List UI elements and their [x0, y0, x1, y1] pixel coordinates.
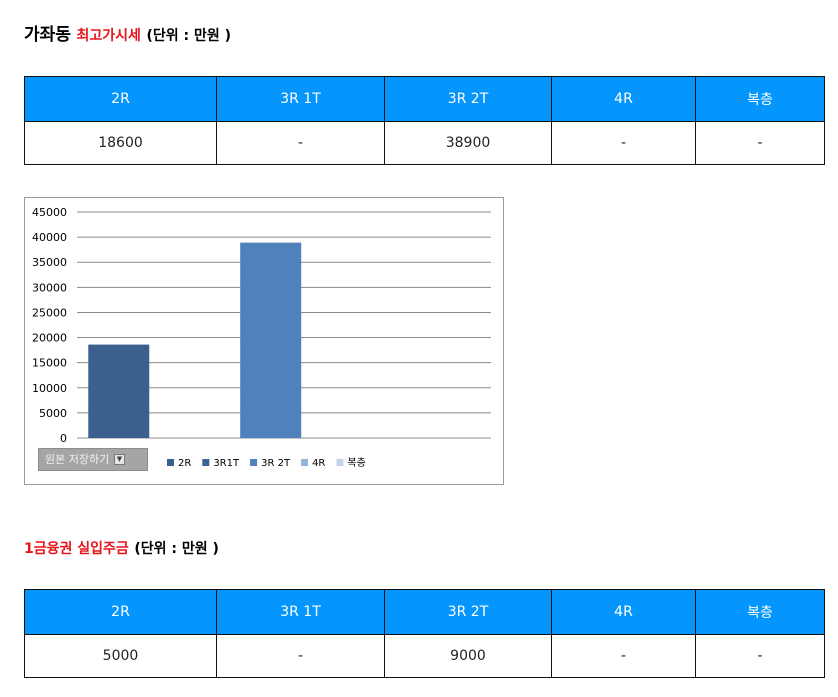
y-tick-label: 15000 — [32, 357, 67, 370]
legend-swatch — [336, 459, 344, 466]
y-tick-label: 10000 — [32, 382, 67, 395]
chevron-down-icon[interactable]: ▼ — [114, 454, 125, 465]
value-cell: - — [695, 121, 825, 165]
legend-label: 4R — [312, 458, 325, 469]
legend-swatch — [250, 459, 258, 466]
header-cell: 복층 — [695, 76, 825, 122]
value-cell: 9000 — [384, 634, 552, 678]
header-cell: 2R — [24, 589, 217, 635]
header-cell: 4R — [551, 76, 696, 122]
page-title: 가좌동 최고가시세 (단위 : 만원 ) — [24, 20, 231, 45]
max-price-table: 2R 3R 1T 3R 2T 4R 복층 18600 - 38900 - - — [24, 76, 825, 165]
legend-label: 3R1T — [213, 458, 240, 469]
table-row: 5000 - 9000 - - — [24, 634, 825, 678]
y-tick-label: 20000 — [32, 332, 67, 345]
legend-label: 복층 — [347, 457, 365, 469]
value-cell: - — [695, 634, 825, 678]
unit-label: (단위 : 만원 ) — [134, 541, 219, 557]
value-cell: - — [216, 121, 385, 165]
bar-3R 2T — [240, 242, 302, 438]
price-chart: 0 5000 10000 15000 20000 25000 30000 35000 40000… — [24, 197, 504, 485]
value-cell: - — [216, 634, 385, 678]
bar-2R — [88, 344, 150, 438]
value-cell: 18600 — [24, 121, 217, 165]
value-cell: - — [551, 634, 696, 678]
table-row: 18600 - 38900 - - — [24, 121, 825, 165]
y-tick-label: 25000 — [32, 306, 67, 319]
legend-swatch — [301, 459, 309, 466]
header-cell: 3R 1T — [216, 76, 385, 122]
value-cell: 38900 — [384, 121, 552, 165]
y-tick-label: 0 — [60, 432, 67, 445]
legend-swatch — [202, 459, 210, 466]
loan-title: 1금융권 실입주금 — [24, 541, 129, 557]
table-header-row: 2R 3R 1T 3R 2T 4R 복층 — [24, 76, 825, 122]
district-name: 가좌동 — [24, 25, 71, 45]
move-in-cost-table: 2R 3R 1T 3R 2T 4R 복층 5000 - 9000 - - — [24, 589, 825, 678]
value-cell: 5000 — [24, 634, 217, 678]
save-original-button[interactable]: 원본 저장하기 ▼ — [38, 448, 148, 471]
header-cell: 3R 2T — [384, 589, 552, 635]
y-tick-label: 40000 — [32, 231, 67, 244]
bar-chart-svg: 0 5000 10000 15000 20000 25000 30000 35000 40000… — [32, 206, 491, 469]
y-tick-label: 45000 — [32, 206, 67, 219]
y-tick-label: 30000 — [32, 281, 67, 294]
legend-swatch — [167, 459, 174, 466]
table-header-row: 2R 3R 1T 3R 2T 4R 복층 — [24, 589, 825, 635]
unit-label: (단위 : 만원 ) — [146, 28, 232, 44]
header-cell: 4R — [551, 589, 696, 635]
header-cell: 복층 — [695, 589, 825, 635]
legend-label: 2R — [178, 458, 191, 469]
section-title: 1금융권 실입주금 (단위 : 만원 ) — [24, 538, 219, 558]
price-type-label: 최고가시세 — [76, 28, 141, 44]
y-tick-label: 5000 — [39, 407, 67, 420]
value-cell: - — [551, 121, 696, 165]
header-cell: 3R 1T — [216, 589, 385, 635]
y-tick-label: 35000 — [32, 256, 67, 269]
header-cell: 3R 2T — [384, 76, 552, 122]
save-original-label: 원본 저장하기 — [45, 453, 110, 466]
legend-label: 3R 2T — [261, 458, 291, 469]
header-cell: 2R — [24, 76, 217, 122]
